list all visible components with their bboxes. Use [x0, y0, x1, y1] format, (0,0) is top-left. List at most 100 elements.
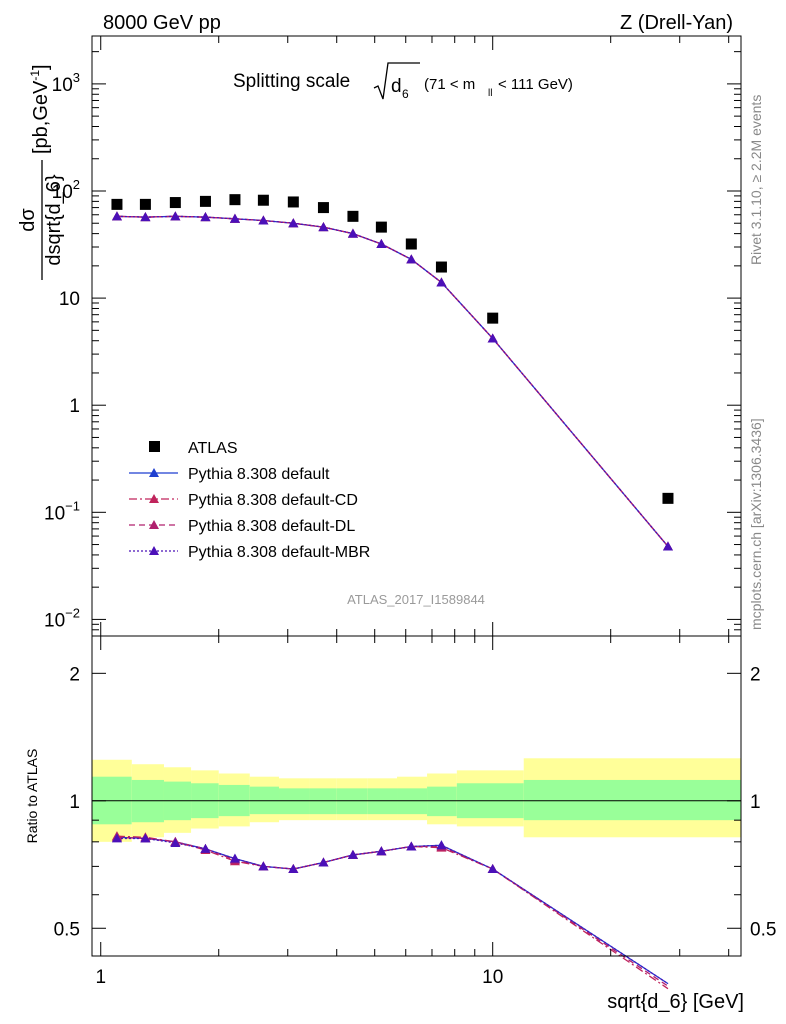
ratio-marker-s3-10: [406, 841, 417, 851]
ratio-panel: 2 2 1 1 0.5 0.5 1 10 Ratio to ATLAS sqrt{d_6} …: [24, 635, 776, 1013]
atlas-point-4: [229, 194, 241, 206]
legend-marker-atlas: [149, 441, 160, 452]
ratio-marker-s3-2: [170, 837, 181, 847]
svg-text:(71 < m: (71 < m: [424, 76, 475, 93]
ratio-line-series-2: [116, 836, 669, 987]
main-marker-s4-7: [318, 222, 329, 232]
main-marker-s4-8: [347, 228, 358, 238]
legend-label-3: Pythia 8.308 default-DL: [188, 518, 355, 535]
ylabel-unit-end: ]: [30, 64, 52, 70]
ratio-marker-s3-8: [347, 849, 358, 859]
main-marker-s4-11: [436, 277, 447, 287]
ratio-ytick-label-left: 2: [69, 664, 80, 685]
main-marker-s4-3: [200, 212, 211, 222]
legend-marker-3: [149, 520, 159, 529]
atlas-point-2: [169, 197, 181, 209]
chart-title: Splitting scale d 6 (71 < m ll < 111 GeV…: [233, 62, 573, 101]
legend: ATLAS Pythia 8.308 default Pythia 8.308 de…: [129, 440, 370, 561]
legend-label-2: Pythia 8.308 default-CD: [188, 492, 358, 509]
atlas-point-13: [662, 492, 674, 504]
legend-marker-4: [149, 546, 159, 555]
svg-text:[pb,GeV-1]: [pb,GeV-1]: [28, 64, 52, 154]
atlas-point-1: [139, 198, 151, 210]
ratio-line-series-3: [116, 837, 669, 985]
main-marker-s4-5: [258, 215, 269, 225]
atlas-point-12: [487, 312, 499, 324]
title-var-sub: 6: [402, 87, 409, 101]
title-cut: (71 < m: [424, 76, 475, 93]
main-marker-s4-4: [229, 213, 240, 223]
ylabel-denominator: dsqrt{d_6}: [43, 174, 65, 266]
header-left-label: 8000 GeV pp: [103, 12, 221, 34]
legend-marker-2: [149, 494, 159, 503]
main-marker-s4-13: [662, 541, 673, 551]
ylabel-unit: [pb,GeV: [30, 80, 52, 154]
atlas-point-7: [317, 202, 329, 214]
main-ytick-label: 1: [69, 396, 80, 417]
atlas-point-8: [347, 210, 359, 222]
ratio-inner-band-13: [523, 779, 741, 821]
ratio-inner-band-11: [427, 786, 457, 817]
ratio-marker-s3-6: [288, 864, 299, 874]
ratio-ytick-label-right: 2: [750, 664, 761, 685]
atlas-point-11: [435, 261, 447, 273]
ylabel-unit-sup: -1: [28, 70, 42, 81]
main-marker-s4-12: [487, 333, 498, 343]
x-tick-label: 1: [95, 967, 106, 988]
atlas-point-9: [375, 221, 387, 233]
ratio-marker-s3-5: [258, 861, 269, 871]
main-marker-s4-6: [288, 218, 299, 228]
rivet-label: Rivet 3.1.10, ≥ 2.2M events: [748, 95, 764, 265]
ratio-marker-s3-7: [318, 857, 329, 867]
main-ytick-label: 10−2: [44, 605, 80, 631]
ratio-marker-s3-3: [200, 843, 211, 853]
main-ytick-label: 102: [52, 177, 80, 203]
x-tick-label: 10: [482, 967, 503, 988]
atlas-point-6: [287, 196, 299, 208]
ratio-frame: [91, 635, 742, 957]
svg-text:Splitting scale: Splitting scale: [233, 71, 350, 92]
ratio-ytick-label-left: 0.5: [54, 919, 80, 940]
atlas-point-10: [405, 238, 417, 250]
ratio-line-series-0: [116, 836, 669, 985]
legend-label-1: Pythia 8.308 default: [188, 466, 330, 483]
ratio-line-series-1: [116, 835, 669, 990]
main-ytick-label: 10: [59, 289, 80, 310]
main-ytick-label: 10−1: [44, 498, 80, 524]
ratio-ytick-label-right: 0.5: [750, 919, 776, 940]
title-cut-sub: ll: [488, 88, 492, 99]
atlas-point-3: [199, 195, 211, 207]
main-marker-s4-0: [111, 211, 122, 221]
main-marker-s4-9: [376, 238, 387, 248]
title-main: Splitting scale: [233, 71, 350, 92]
ratio-ytick-label-left: 1: [69, 792, 80, 813]
legend-marker-1: [149, 468, 159, 477]
ratio-marker-s3-11: [436, 840, 447, 850]
mcplots-label: mcplots.cern.ch [arXiv:1306.3436]: [748, 418, 764, 630]
title-sqrt-symbol: [373, 62, 420, 100]
legend-label-0: ATLAS: [188, 440, 238, 457]
atlas-point-5: [257, 194, 269, 206]
main-ylabel: dσ dsqrt{d_6} [pb,GeV-1]: [17, 64, 65, 280]
ylabel-numerator: dσ: [17, 208, 39, 232]
ratio-marker-s3-12: [487, 864, 498, 874]
ratio-marker-s3-4: [229, 853, 240, 863]
x-axis-label: sqrt{d_6} [GeV]: [607, 991, 744, 1013]
main-marker-s4-1: [140, 212, 151, 222]
main-ytick-label: 103: [52, 70, 80, 96]
ratio-ytick-label-right: 1: [750, 792, 761, 813]
legend-label-4: Pythia 8.308 default-MBR: [188, 544, 370, 561]
watermark: ATLAS_2017_I1589844: [347, 592, 485, 607]
ratio-marker-s3-0: [111, 833, 122, 843]
main-line-series-4: [116, 215, 669, 547]
ratio-marker-s3-9: [376, 846, 387, 856]
title-var: d: [391, 76, 402, 97]
main-marker-s4-10: [406, 254, 417, 264]
main-marker-s4-2: [170, 211, 181, 221]
atlas-point-0: [111, 198, 123, 210]
ratio-marker-s3-1: [140, 833, 151, 843]
ratio-ylabel: Ratio to ATLAS: [24, 749, 40, 844]
header-right-label: Z (Drell-Yan): [620, 12, 733, 34]
